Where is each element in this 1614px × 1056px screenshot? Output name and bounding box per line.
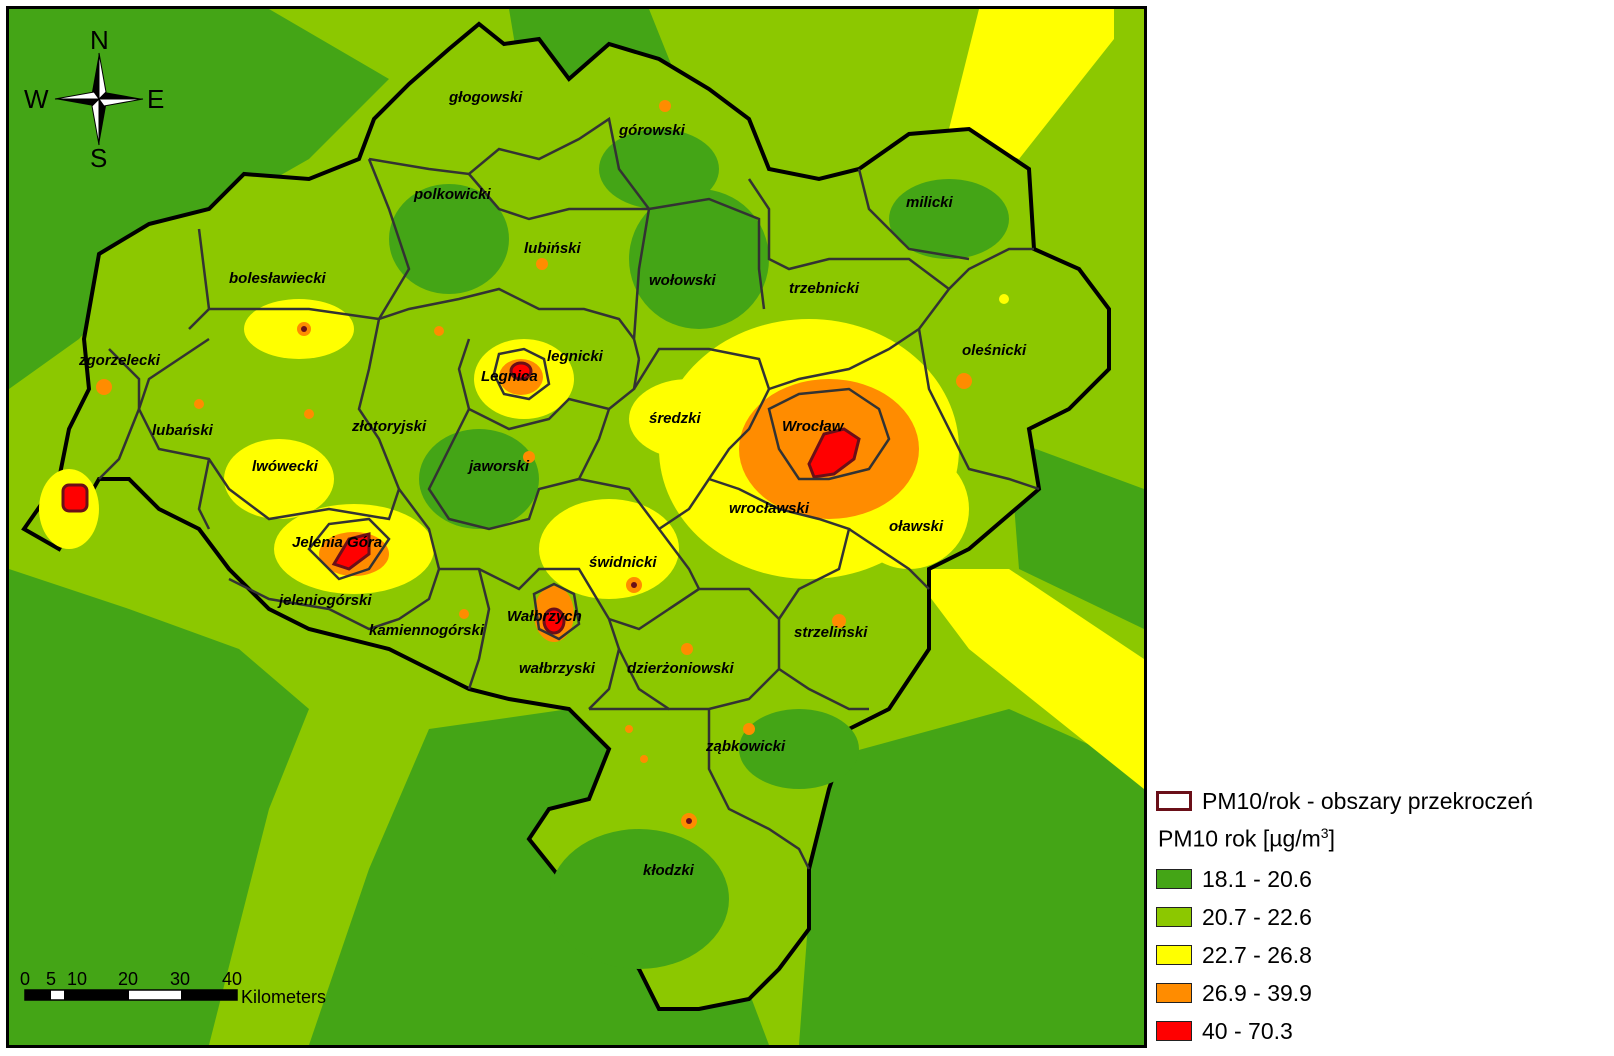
district-label-gorowski: górowski <box>618 122 686 139</box>
district-label-milicki: milicki <box>906 194 954 211</box>
district-label-lubanski: lubański <box>152 422 214 439</box>
legend-exceedance-row: PM10/rok - obszary przekroczeń <box>1156 786 1533 816</box>
legend-title-row: PM10 rok [µg/m3] <box>1158 824 1335 854</box>
red-jelenia-hotspot <box>331 532 371 571</box>
yellow-lwowecki-area <box>224 439 334 519</box>
district-label-wroclawski: wrocławski <box>729 500 810 517</box>
legend-class-label: 40 - 70.3 <box>1202 1017 1293 1044</box>
north-arrow-icon <box>54 52 144 146</box>
district-label-zgorzelecki: zgorzelecki <box>78 352 161 369</box>
dark-patch-milicki <box>889 179 1009 259</box>
pm10-concentration-map: głogowski górowski polkowicki milicki lu… <box>9 9 1144 1045</box>
district-boundaries <box>98 116 1040 870</box>
district-label-trzebnicki: trzebnicki <box>789 280 860 297</box>
district-label-polkowicki: polkowicki <box>413 186 492 203</box>
red-zgorzelec-hotspot <box>61 483 89 513</box>
district-label-swidnicki: świdnicki <box>589 554 657 571</box>
map-frame: głogowski górowski polkowicki milicki lu… <box>6 6 1147 1048</box>
compass-east-label: E <box>147 84 164 114</box>
district-label-zabkowicki: ząbkowicki <box>705 738 786 755</box>
legend-class-label: 22.7 - 26.8 <box>1202 941 1312 968</box>
district-label-glogowski: głogowski <box>448 89 523 106</box>
background-yellow-ne-band <box>949 9 1114 159</box>
scale-tick-20: 20 <box>118 969 138 989</box>
red-walbrzych-hotspot <box>542 607 566 635</box>
legend-class-row: 20.7 - 22.6 <box>1156 902 1312 932</box>
district-label-lwowecki: lwówecki <box>252 458 319 475</box>
legend-class-label: 20.7 - 22.6 <box>1202 903 1312 930</box>
yellow-swidnicki-area <box>539 499 679 599</box>
scale-tick-0: 0 <box>20 969 30 989</box>
scale-tick-30: 30 <box>170 969 190 989</box>
scale-tick-5: 5 <box>46 969 56 989</box>
dark-patch-klodzki <box>549 829 729 969</box>
legend-exceedance-label: PM10/rok - obszary przekroczeń <box>1202 787 1534 814</box>
dark-patch-wolowski <box>629 189 769 329</box>
district-label-legnicki: legnicki <box>547 348 604 365</box>
scale-tick-40: 40 <box>222 969 242 989</box>
district-label-klodzki: kłodzki <box>643 862 695 879</box>
city-boundaries <box>307 347 891 641</box>
district-label-olesnicki: oleśnicki <box>962 342 1027 359</box>
legend-class-row: 22.7 - 26.8 <box>1156 940 1312 970</box>
district-label-sredzki: średzki <box>649 410 702 427</box>
district-label-strzelinski: strzeliński <box>794 624 868 641</box>
background-dark-east <box>1009 439 1144 629</box>
district-label-olawski: oławski <box>889 518 944 535</box>
background-dark-southwest <box>9 569 309 1045</box>
legend-exceedance-swatch <box>1156 791 1192 811</box>
district-label-dzierzoniowski: dzierżoniowski <box>627 660 735 677</box>
legend-class-swatch <box>1156 869 1192 889</box>
legend-class-swatch <box>1156 945 1192 965</box>
legend-class-label: 26.9 - 39.9 <box>1202 979 1312 1006</box>
district-label-walbrzyski: wałbrzyski <box>519 660 596 677</box>
legend-title: PM10 rok [µg/m3] <box>1158 825 1335 852</box>
district-label-jeleniogorski: jeleniogórski <box>277 592 372 609</box>
background-yellow-e-band <box>909 569 1144 789</box>
district-label-zlotoryjski: złotoryjski <box>351 418 427 435</box>
legend-class-label: 18.1 - 20.6 <box>1202 865 1312 892</box>
district-label-lubinski: lubiński <box>524 240 582 257</box>
compass-west-label: W <box>24 84 49 114</box>
scale-tick-10: 10 <box>67 969 87 989</box>
district-label-kamiennogorski: kamiennogórski <box>369 622 485 639</box>
scale-unit-label: Kilometers <box>241 987 326 1007</box>
dark-patch-polkowicki <box>389 184 509 294</box>
district-label-wolowski: wołowski <box>649 272 717 289</box>
district-label-jaworski: jaworski <box>467 458 530 475</box>
red-wroclaw-hotspot <box>807 427 861 479</box>
small-hotspots <box>96 100 1009 829</box>
district-label-boleslawiecki: bolesławiecki <box>229 270 327 287</box>
district-label-jelenia-gora: Jelenia Góra <box>292 534 382 551</box>
district-label-legnica: Legnica <box>481 368 538 385</box>
dark-patch-jaworski <box>419 429 539 529</box>
legend-class-row: 40 - 70.3 <box>1156 1016 1293 1046</box>
legend-class-swatch <box>1156 907 1192 927</box>
compass-north-label: N <box>90 25 109 55</box>
scale-bar <box>24 989 238 1001</box>
legend-class-swatch <box>1156 983 1192 1003</box>
map-legend: PM10/rok - obszary przekroczeń PM10 rok … <box>1156 786 1606 1052</box>
background-dark-southeast <box>789 709 1144 1045</box>
red-legnica-hotspot <box>509 361 533 381</box>
district-label-wroclaw: Wrocław <box>782 418 845 435</box>
dark-patch-zabkowicki <box>739 709 859 789</box>
legend-class-row: 26.9 - 39.9 <box>1156 978 1312 1008</box>
yellow-sredzki-area <box>629 379 749 459</box>
district-label-walbrzych: Wałbrzych <box>507 608 582 625</box>
legend-class-swatch <box>1156 1021 1192 1041</box>
legend-class-row: 18.1 - 20.6 <box>1156 864 1312 894</box>
dark-patch-gorowski <box>599 129 719 209</box>
compass-south-label: S <box>90 143 107 173</box>
